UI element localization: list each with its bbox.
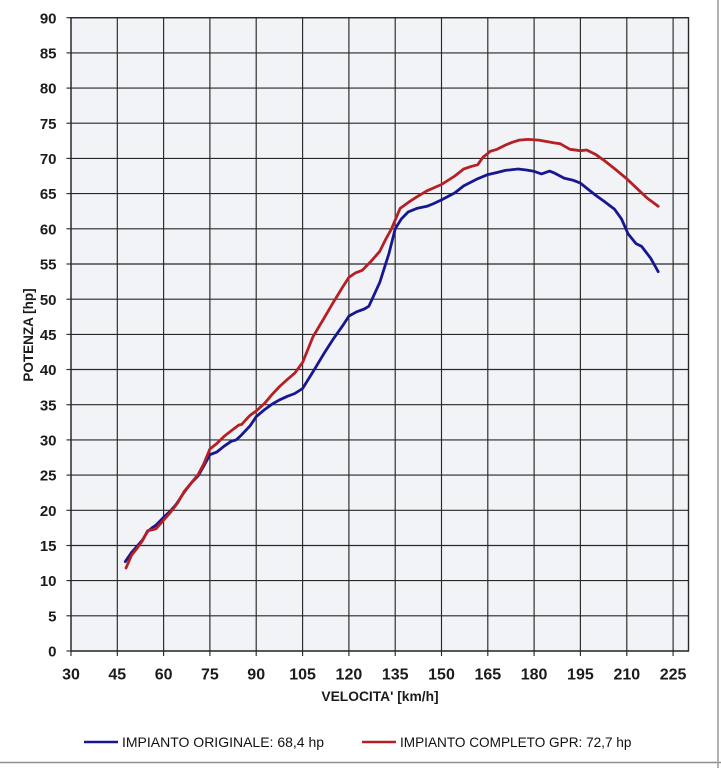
svg-text:45: 45 — [40, 327, 57, 344]
svg-text:225: 225 — [660, 667, 687, 684]
svg-text:180: 180 — [521, 667, 548, 684]
svg-text:105: 105 — [289, 667, 316, 684]
svg-text:65: 65 — [40, 186, 57, 203]
svg-text:85: 85 — [40, 46, 57, 63]
svg-text:0: 0 — [48, 644, 56, 661]
svg-text:IMPIANTO COMPLETO GPR: 72,7 hp: IMPIANTO COMPLETO GPR: 72,7 hp — [400, 735, 631, 750]
svg-text:120: 120 — [336, 667, 363, 684]
svg-text:75: 75 — [40, 116, 57, 133]
svg-text:60: 60 — [40, 221, 57, 238]
svg-text:165: 165 — [474, 667, 501, 684]
svg-text:45: 45 — [108, 667, 126, 684]
svg-text:60: 60 — [155, 667, 173, 684]
svg-text:30: 30 — [62, 667, 80, 684]
svg-text:90: 90 — [40, 10, 57, 27]
svg-text:15: 15 — [40, 538, 57, 555]
svg-text:VELOCITA' [km/h]: VELOCITA' [km/h] — [321, 689, 438, 704]
svg-text:25: 25 — [40, 468, 57, 485]
svg-text:35: 35 — [40, 397, 57, 414]
svg-text:20: 20 — [40, 503, 57, 520]
svg-text:5: 5 — [48, 608, 56, 625]
svg-text:135: 135 — [382, 667, 409, 684]
svg-text:30: 30 — [40, 433, 57, 450]
svg-text:70: 70 — [40, 151, 57, 168]
svg-text:210: 210 — [613, 667, 640, 684]
svg-text:195: 195 — [567, 667, 594, 684]
svg-text:IMPIANTO ORIGINALE: 68,4 hp: IMPIANTO ORIGINALE: 68,4 hp — [122, 734, 324, 750]
svg-text:55: 55 — [40, 257, 57, 274]
svg-text:150: 150 — [428, 667, 455, 684]
svg-text:10: 10 — [40, 573, 57, 590]
svg-text:80: 80 — [40, 81, 57, 98]
svg-text:40: 40 — [40, 362, 57, 379]
svg-text:90: 90 — [247, 667, 265, 684]
svg-text:75: 75 — [201, 667, 219, 684]
svg-text:50: 50 — [40, 292, 57, 309]
svg-text:POTENZA [hp]: POTENZA [hp] — [21, 288, 36, 381]
